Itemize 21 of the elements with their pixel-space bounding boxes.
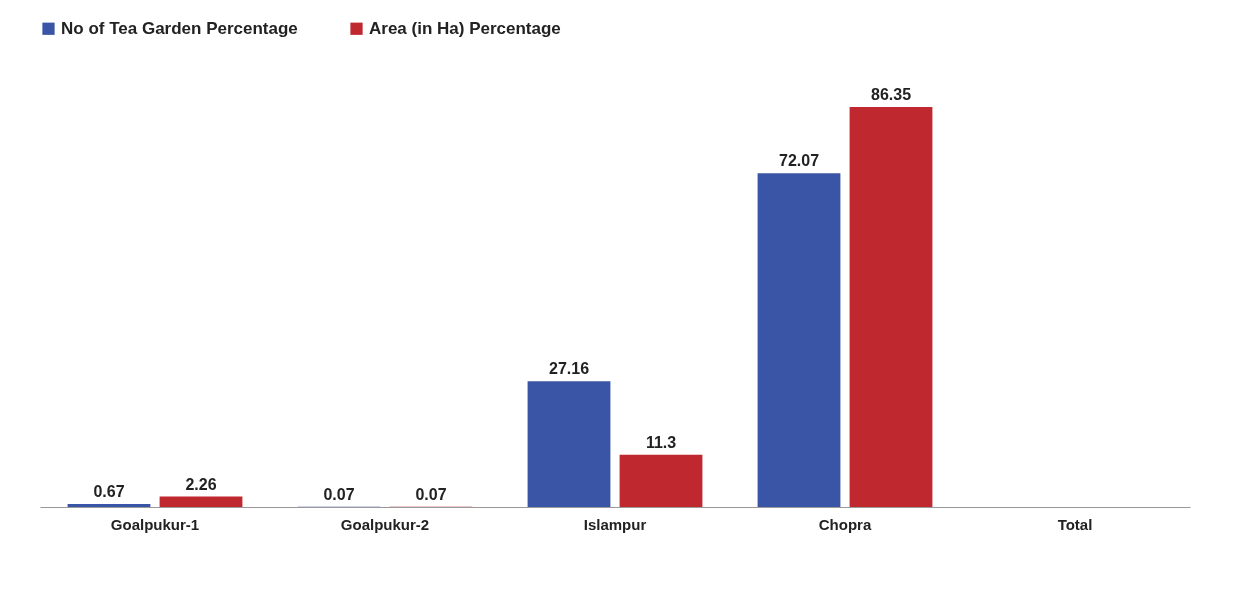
data-label: 86.35 — [870, 86, 912, 103]
x-tick-label: Total — [1057, 515, 1093, 533]
legend-label: No of Tea Garden Percentage — [61, 18, 298, 38]
bar — [757, 173, 841, 507]
data-label: 0.07 — [323, 485, 355, 503]
bar — [159, 496, 243, 507]
bar — [527, 381, 611, 507]
x-tick-label: Goalpukur-2 — [340, 515, 430, 533]
legend-label: Area (in Ha) Percentage — [369, 18, 561, 38]
bar — [849, 107, 933, 507]
data-label: 11.3 — [645, 433, 677, 451]
data-label: 2.26 — [185, 475, 217, 493]
bar — [67, 503, 151, 507]
data-label: 27.16 — [548, 360, 590, 378]
data-label: 72.07 — [778, 152, 820, 170]
x-tick-label: Goalpukur-1 — [110, 515, 200, 533]
data-label: 0.07 — [415, 485, 447, 503]
data-label: 0.67 — [93, 482, 125, 500]
x-tick-label: Islampur — [583, 515, 647, 533]
x-tick-label: Chopra — [818, 515, 872, 533]
bar — [619, 454, 703, 507]
